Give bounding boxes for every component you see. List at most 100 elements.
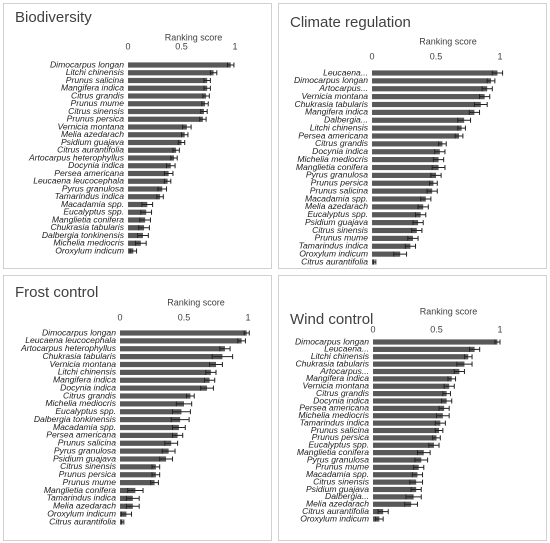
category-label: Artocarpus...: [318, 83, 368, 93]
bar: [128, 101, 206, 107]
error-bar: [125, 503, 140, 509]
category-label: Persea americana: [46, 430, 116, 440]
bar: [373, 339, 498, 345]
category-label: Pyrus granulosa: [306, 170, 368, 180]
error-bar: [409, 479, 424, 485]
error-bar: [436, 413, 450, 419]
error-bar: [227, 62, 235, 68]
error-bar: [454, 133, 464, 139]
category-label: Citrus aurantifolia: [301, 256, 368, 266]
bar: [372, 149, 440, 155]
error-bar: [205, 369, 217, 375]
bar: [373, 442, 434, 448]
panel-border: [3, 275, 272, 541]
panel-border: [278, 275, 547, 541]
error-bar: [417, 204, 429, 210]
category-label: Michelia mediocris: [297, 154, 368, 164]
error-bar: [137, 233, 149, 238]
panel: Frost control Ranking score 0 0.5 1 Dimocarpu…: [3, 275, 272, 541]
bar: [372, 117, 465, 123]
bar: [372, 141, 443, 147]
category-label: Michelia mediocris: [45, 398, 116, 408]
category-label: Oroxylum indicum: [55, 245, 124, 255]
category-label: Prunus mume: [315, 233, 369, 243]
bar: [128, 163, 171, 169]
category-label: Citrus aurantifolia: [49, 516, 116, 526]
error-bar: [407, 235, 419, 241]
category-label: Docynia indica: [312, 146, 368, 156]
panel-title: Climate regulation: [290, 14, 411, 31]
error-bar: [243, 330, 250, 336]
panel: Wind control Ranking score 0 0.5 1 Dimocarpus…: [278, 275, 547, 541]
error-bar: [157, 186, 168, 192]
bar: [373, 376, 452, 382]
category-label: Macadamia spp.: [61, 199, 124, 209]
bar: [128, 232, 143, 239]
category-label: Eucalyptus spp.: [307, 209, 368, 219]
category-label: Docynia indica: [68, 160, 124, 170]
x-tick-label: 1: [245, 312, 250, 322]
bar: [373, 464, 419, 470]
bar: [372, 251, 401, 257]
error-bar: [469, 346, 481, 352]
error-bar: [432, 435, 441, 441]
category-label: Mangifera indica: [61, 83, 124, 93]
bar: [120, 369, 211, 375]
bar: [120, 480, 155, 486]
error-bar: [134, 240, 147, 246]
bar: [373, 383, 450, 389]
error-bar: [416, 450, 431, 456]
bar: [128, 85, 208, 91]
error-bar: [410, 487, 422, 492]
bar: [373, 486, 417, 493]
bar: [128, 225, 145, 231]
category-label: Macadamia spp.: [305, 193, 368, 203]
bar: [373, 346, 475, 352]
category-label: Psidium guajava: [53, 453, 116, 463]
category-label: Litchi chinensis: [58, 367, 117, 377]
error-bar: [431, 165, 446, 170]
panel-title: Wind control: [290, 311, 373, 328]
error-bar: [443, 383, 455, 389]
error-bar: [125, 495, 140, 501]
error-bar: [447, 376, 457, 382]
category-label: Citrus grandis: [71, 90, 125, 100]
bar: [372, 180, 434, 186]
error-bar: [138, 225, 150, 231]
error-bar: [170, 417, 190, 423]
bar: [128, 77, 208, 84]
category-label: Tamarindus indica: [55, 191, 125, 201]
panel-border: [3, 3, 272, 269]
error-bar: [181, 132, 189, 138]
category-label: Dimocarpus longan: [42, 327, 116, 337]
category-label: Litchi chinensis: [310, 122, 369, 132]
bar: [372, 212, 421, 218]
bar: [128, 139, 182, 146]
error-bar: [420, 196, 432, 202]
error-bar: [441, 398, 453, 404]
category-label: Dalbergia tonkinensis: [42, 230, 125, 240]
bar: [120, 338, 242, 344]
error-bar: [457, 117, 472, 123]
x-tick-label: 0.5: [430, 324, 443, 334]
x-tick-label: 1: [232, 41, 237, 51]
error-bar: [163, 178, 172, 184]
category-label: Artocarpus heterophyllus: [28, 152, 125, 162]
error-bar: [129, 248, 138, 254]
x-tick-label: 0: [369, 51, 374, 61]
category-label: Artocarpus...: [319, 366, 369, 376]
category-label: Dimocarpus longan: [294, 75, 368, 85]
error-bar: [457, 125, 466, 131]
category-label: Melia azedarach: [306, 499, 369, 509]
error-bar: [159, 456, 173, 462]
category-label: Citrus sinensis: [68, 106, 125, 116]
error-bar: [200, 385, 214, 391]
bar: [128, 93, 207, 99]
category-label: Leucaena...: [323, 67, 368, 77]
error-bar: [182, 124, 192, 130]
category-label: Leucaena leucocephala: [33, 176, 124, 186]
category-label: Prunus salicina: [66, 75, 124, 85]
error-bar: [481, 86, 493, 92]
category-label: Manglietia conifera: [297, 447, 369, 457]
